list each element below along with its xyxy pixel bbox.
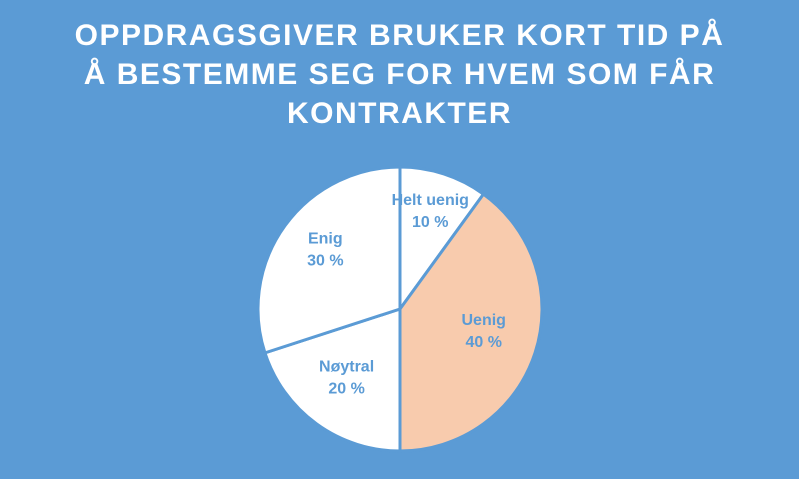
slice-category-enig: Enig	[308, 231, 343, 248]
pie-slice-helt-uenig	[398, 165, 485, 311]
chart-title: OPPDRAGSGIVER BRUKER KORT TID PÅ Å BESTE…	[74, 19, 725, 130]
pie-labels: Helt uenig 10 % Uenig 40 % Nøytral 20 % Enig 30…	[307, 192, 506, 398]
slice-value-helt-uenig: 10 %	[412, 214, 448, 231]
pie-slice-enig	[256, 165, 402, 355]
slice-category-noytral: Nøytral	[319, 359, 374, 376]
slice-category-uenig: Uenig	[462, 312, 506, 329]
pie-slice-noytral	[263, 307, 402, 453]
slice-value-enig: 30 %	[307, 253, 343, 270]
slice-label-helt-uenig: Helt uenig 10 %	[392, 192, 469, 231]
pie-slices	[256, 165, 544, 453]
slice-value-noytral: 20 %	[328, 381, 364, 398]
slice-label-uenig: Uenig 40 %	[462, 312, 506, 351]
pie-slice-uenig	[398, 192, 544, 453]
slice-label-noytral: Nøytral 20 %	[319, 359, 374, 398]
slice-label-enig: Enig 30 %	[307, 231, 343, 270]
slice-category-helt-uenig: Helt uenig	[392, 192, 469, 209]
slice-value-uenig: 40 %	[465, 334, 501, 351]
